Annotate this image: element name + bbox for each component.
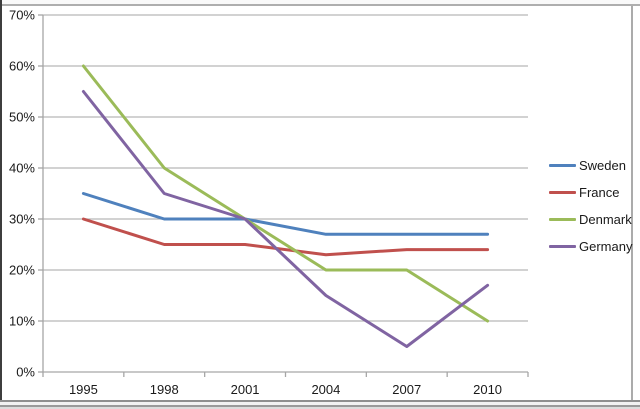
legend-swatch-denmark <box>549 218 576 221</box>
y-tick-label: 10% <box>9 314 35 329</box>
y-tick-label: 0% <box>16 365 35 380</box>
x-tick-label: 2001 <box>231 382 260 397</box>
legend-label-denmark: Denmark <box>579 212 632 227</box>
x-tick-label: 1998 <box>150 382 179 397</box>
series-line-denmark <box>81 64 490 323</box>
legend-swatch-germany <box>549 245 576 248</box>
x-tick-label: 2007 <box>392 382 421 397</box>
frame-edge-right <box>631 6 633 401</box>
legend-item-france: France <box>549 179 632 206</box>
y-tick-label: 70% <box>9 8 35 23</box>
legend-label-sweden: Sweden <box>579 158 626 173</box>
y-tick-label: 30% <box>9 212 35 227</box>
legend-item-germany: Germany <box>549 233 632 260</box>
series-line-germany <box>81 90 490 348</box>
chart-legend: Sweden France Denmark Germany <box>549 152 632 260</box>
legend-item-sweden: Sweden <box>549 152 632 179</box>
y-tick-label: 60% <box>9 59 35 74</box>
frame-edge-top <box>0 0 640 6</box>
x-tick-label: 2004 <box>311 382 340 397</box>
x-tick-label: 2010 <box>473 382 502 397</box>
y-tick-label: 50% <box>9 110 35 125</box>
x-tick-label: 1995 <box>69 382 98 397</box>
series-line-sweden <box>81 192 490 236</box>
frame-edge-bottom <box>0 400 640 409</box>
legend-label-france: France <box>579 185 620 200</box>
frame-edge-left <box>0 0 2 401</box>
legend-swatch-france <box>549 191 576 194</box>
legend-swatch-sweden <box>549 164 576 167</box>
y-tick-label: 40% <box>9 161 35 176</box>
legend-item-denmark: Denmark <box>549 206 632 233</box>
legend-label-germany: Germany <box>579 239 633 254</box>
y-tick-label: 20% <box>9 263 35 278</box>
series-line-france <box>81 217 490 257</box>
